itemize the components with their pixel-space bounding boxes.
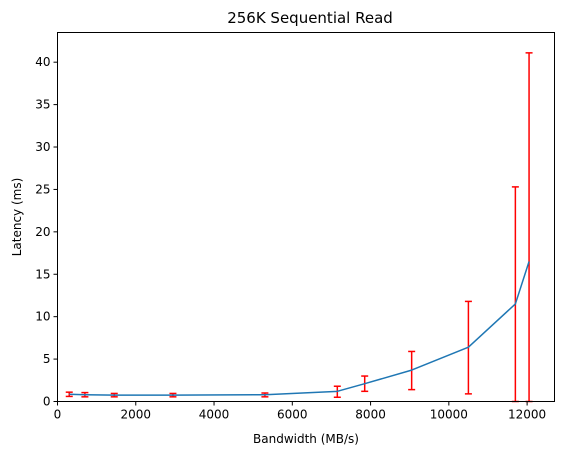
x-tick-label: 6000 (277, 408, 308, 422)
y-axis-label: Latency (ms) (10, 178, 24, 257)
x-axis: 0 2000 4000 6000 8000 10000 12000 (54, 401, 546, 422)
y-tick-label: 20 (35, 225, 50, 239)
y-tick-label: 5 (43, 352, 51, 366)
plot-area (65, 52, 533, 403)
y-tick-label: 10 (35, 310, 50, 324)
x-tick-label: 8000 (355, 408, 386, 422)
series-line (69, 261, 530, 396)
y-tick-label: 35 (35, 98, 50, 112)
x-tick-label: 2000 (120, 408, 151, 422)
axes-frame (57, 32, 555, 402)
x-axis-label: Bandwidth (MB/s) (253, 432, 359, 446)
x-tick-label: 12000 (508, 408, 546, 422)
x-tick-label: 0 (54, 408, 62, 422)
chart-title: 256K Sequential Read (227, 9, 393, 27)
y-tick-label: 0 (43, 395, 51, 409)
error-bar (525, 52, 533, 403)
y-axis: 0 5 10 15 20 25 30 35 40 (35, 55, 58, 409)
x-tick-label: 4000 (199, 408, 230, 422)
y-tick-label: 30 (35, 140, 50, 154)
y-tick-label: 25 (35, 182, 50, 196)
x-tick-label: 10000 (430, 408, 468, 422)
y-tick-label: 40 (35, 55, 50, 69)
y-tick-label: 15 (35, 267, 50, 281)
